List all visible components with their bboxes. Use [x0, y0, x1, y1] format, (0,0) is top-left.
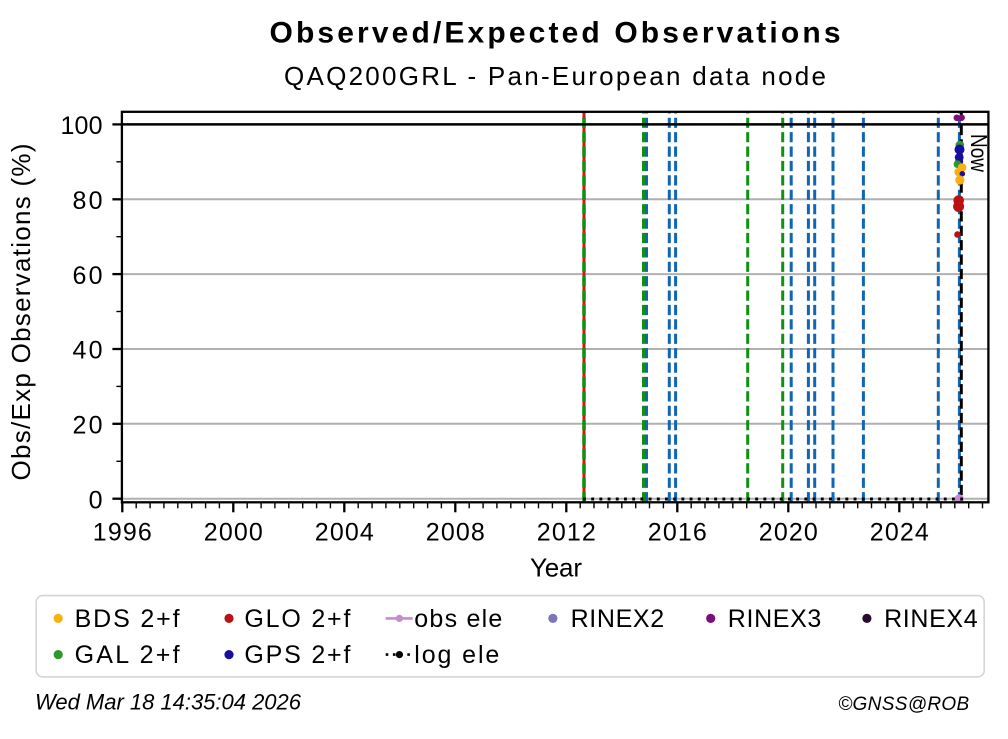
svg-text:2020: 2020 [759, 519, 818, 547]
svg-text:RINEX2: RINEX2 [571, 605, 665, 633]
svg-text:©GNSS@ROB: ©GNSS@ROB [838, 694, 969, 715]
svg-text:Wed Mar 18 14:35:04 2026: Wed Mar 18 14:35:04 2026 [35, 690, 302, 715]
svg-text:100: 100 [61, 112, 103, 140]
svg-text:20: 20 [73, 412, 103, 440]
svg-text:log ele: log ele [414, 641, 499, 669]
svg-text:0: 0 [89, 486, 103, 514]
svg-text:BDS 2+f: BDS 2+f [75, 605, 180, 633]
svg-text:1996: 1996 [93, 519, 152, 547]
svg-text:QAQ200GRL - Pan-European data: QAQ200GRL - Pan-European data node [284, 61, 826, 91]
svg-text:obs ele: obs ele [414, 605, 502, 633]
svg-text:2000: 2000 [204, 519, 263, 547]
svg-text:2008: 2008 [426, 519, 485, 547]
svg-text:60: 60 [73, 262, 103, 290]
svg-text:Observed/Expected Observations: Observed/Expected Observations [270, 17, 841, 50]
svg-text:2024: 2024 [870, 519, 929, 547]
svg-text:2016: 2016 [648, 519, 707, 547]
svg-text:Obs/Exp Observations (%): Obs/Exp Observations (%) [6, 144, 36, 481]
svg-text:80: 80 [73, 187, 103, 215]
svg-text:Year: Year [530, 553, 582, 583]
svg-text:2004: 2004 [315, 519, 374, 547]
svg-text:RINEX3: RINEX3 [728, 605, 822, 633]
svg-text:40: 40 [73, 337, 103, 365]
svg-text:RINEX4: RINEX4 [884, 605, 978, 633]
svg-text:2012: 2012 [537, 519, 596, 547]
svg-text:GAL 2+f: GAL 2+f [75, 641, 180, 669]
svg-text:Now: Now [966, 134, 992, 172]
svg-text:GPS 2+f: GPS 2+f [244, 641, 350, 669]
svg-text:GLO 2+f: GLO 2+f [244, 605, 350, 633]
